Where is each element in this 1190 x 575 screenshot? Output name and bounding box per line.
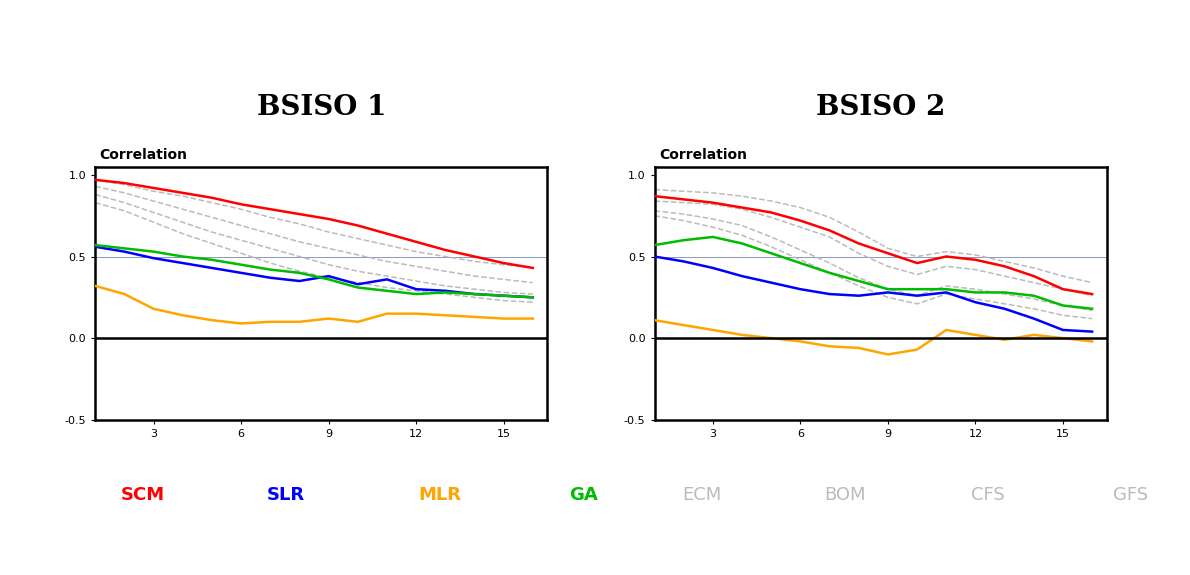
Text: BOM: BOM: [825, 485, 865, 504]
Text: ECM: ECM: [683, 485, 721, 504]
Text: CFS: CFS: [971, 485, 1004, 504]
Text: GFS: GFS: [1113, 485, 1148, 504]
Text: BSISO 1: BSISO 1: [257, 94, 386, 121]
Text: Correlation: Correlation: [100, 148, 188, 162]
Text: BSISO 2: BSISO 2: [816, 94, 945, 121]
Text: GA: GA: [569, 485, 597, 504]
Text: MLR: MLR: [419, 485, 462, 504]
Text: Correlation: Correlation: [659, 148, 747, 162]
Text: SLR: SLR: [267, 485, 305, 504]
Text: SCM: SCM: [120, 485, 165, 504]
